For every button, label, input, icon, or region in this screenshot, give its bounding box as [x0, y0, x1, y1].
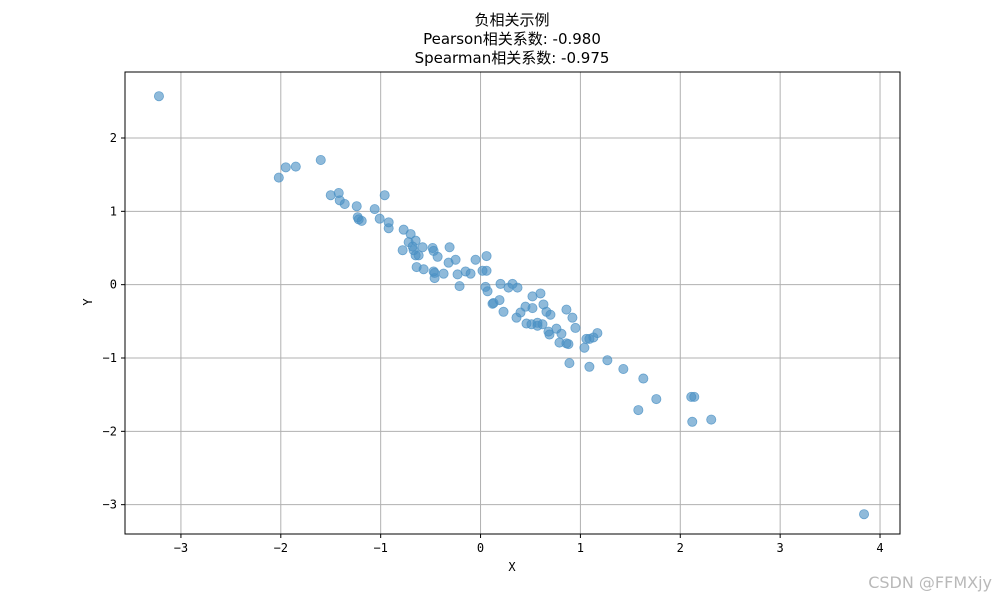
scatter-point: [494, 295, 505, 306]
scatter-point: [379, 190, 390, 201]
scatter-point: [651, 394, 662, 405]
chart-title: 负相关示例 Pearson相关系数: -0.980 Spearman相关系数: …: [415, 11, 610, 67]
y-tick-label: 0: [110, 278, 117, 292]
scatter-point: [512, 282, 523, 293]
scatter-point: [417, 242, 428, 253]
scatter-point: [413, 250, 424, 261]
scatter-point: [481, 265, 492, 276]
scatter-point: [383, 217, 394, 228]
scatter-point: [290, 161, 301, 172]
y-tick-label: −1: [103, 351, 117, 365]
y-tick-label: 1: [110, 204, 117, 218]
scatter-point: [567, 312, 578, 323]
scatter-point: [153, 91, 164, 102]
x-axis-label: X: [508, 560, 516, 574]
scatter-point: [689, 391, 700, 402]
scatter-point: [450, 254, 461, 265]
x-tick-label: 4: [876, 541, 883, 555]
scatter-point: [570, 322, 581, 333]
scatter-point: [429, 273, 440, 284]
scatter-point: [369, 204, 380, 215]
scatter-point: [482, 286, 493, 297]
scatter-point: [410, 235, 421, 246]
scatter-point: [584, 361, 595, 372]
scatter-point: [454, 281, 465, 292]
scatter-point: [618, 363, 629, 374]
grid-lines: [125, 72, 900, 534]
scatter-point: [579, 342, 590, 353]
x-tick-label: −2: [274, 541, 288, 555]
y-tick-label: −2: [103, 424, 117, 438]
scatter-point: [444, 242, 455, 253]
scatter-point: [470, 254, 481, 265]
scatter-point: [561, 304, 572, 315]
scatter-point: [687, 416, 698, 427]
scatter-point: [351, 201, 362, 212]
x-tick-label: −3: [174, 541, 188, 555]
title-line-3: Spearman相关系数: -0.975: [415, 49, 610, 67]
scatter-point: [498, 306, 509, 317]
scatter-point: [339, 198, 350, 209]
scatter-point: [481, 251, 492, 262]
scatter-point: [537, 319, 548, 330]
scatter-point: [356, 215, 367, 226]
title-line-2: Pearson相关系数: -0.980: [423, 30, 601, 48]
scatter-point: [432, 251, 443, 262]
scatter-point: [315, 154, 326, 165]
axis-ticks: −3 −2 −1 0 1 2 3 4 −3 −2 −1 0 1 2: [103, 131, 884, 555]
y-tick-label: 2: [110, 131, 117, 145]
scatter-point: [280, 162, 291, 173]
scatter-point: [563, 339, 574, 350]
scatter-point: [602, 355, 613, 366]
scatter-point: [527, 303, 538, 314]
scatter-point: [273, 172, 284, 183]
plot-frame: [124, 71, 901, 535]
scatter-point: [564, 358, 575, 369]
x-tick-label: −1: [373, 541, 387, 555]
scatter-point: [397, 245, 408, 256]
scatter-point: [398, 224, 409, 235]
x-tick-label: 1: [577, 541, 584, 555]
scatter-point: [545, 309, 556, 320]
scatter-point: [438, 268, 449, 279]
scatter-point: [859, 509, 870, 520]
title-line-1: 负相关示例: [474, 11, 549, 29]
watermark: CSDN @FFMXjy: [868, 573, 992, 592]
data-points: [153, 91, 870, 520]
scatter-point: [706, 414, 717, 425]
scatter-point: [374, 213, 385, 224]
scatter-point: [405, 229, 416, 240]
scatter-point: [544, 329, 555, 340]
y-tick-label: −3: [103, 498, 117, 512]
scatter-point: [465, 268, 476, 279]
scatter-point: [633, 405, 644, 416]
y-axis-label: Y: [81, 298, 95, 306]
x-tick-label: 0: [477, 541, 484, 555]
scatter-point: [592, 328, 603, 339]
x-tick-label: 3: [777, 541, 784, 555]
scatter-point: [418, 264, 429, 275]
scatter-point: [535, 288, 546, 299]
x-tick-label: 2: [677, 541, 684, 555]
scatter-point: [638, 373, 649, 384]
scatter-point: [556, 328, 567, 339]
